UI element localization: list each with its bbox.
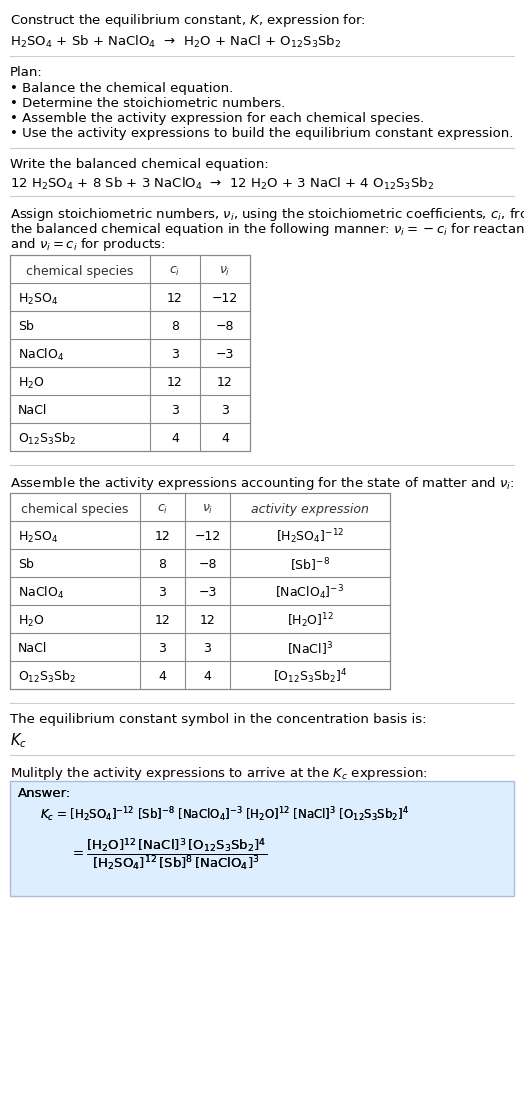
FancyBboxPatch shape (10, 493, 390, 689)
Text: Sb: Sb (18, 321, 34, 333)
Text: Assemble the activity expressions accounting for the state of matter and $\nu_i$: Assemble the activity expressions accoun… (10, 475, 515, 492)
Text: • Balance the chemical equation.: • Balance the chemical equation. (10, 82, 233, 95)
Text: the balanced chemical equation in the following manner: $\nu_i = -c_i$ for react: the balanced chemical equation in the fo… (10, 221, 524, 238)
Text: 12: 12 (155, 531, 170, 544)
Text: H$_2$SO$_4$: H$_2$SO$_4$ (18, 291, 58, 307)
Text: H$_2$O: H$_2$O (18, 613, 45, 629)
Text: chemical species: chemical species (21, 503, 129, 515)
Text: O$_{12}$S$_3$Sb$_2$: O$_{12}$S$_3$Sb$_2$ (18, 431, 76, 447)
Text: 8: 8 (171, 321, 179, 333)
Text: $= \dfrac{[\mathrm{H_2O}]^{12}\,[\mathrm{NaCl}]^3\,[\mathrm{O_{12}S_3Sb_2}]^4}{[: $= \dfrac{[\mathrm{H_2O}]^{12}\,[\mathrm… (70, 837, 267, 874)
Text: and $\nu_i = c_i$ for products:: and $\nu_i = c_i$ for products: (10, 236, 166, 253)
Text: • Determine the stoichiometric numbers.: • Determine the stoichiometric numbers. (10, 97, 285, 110)
Text: Mulitply the activity expressions to arrive at the $K_c$ expression:: Mulitply the activity expressions to arr… (10, 765, 428, 782)
Text: −3: −3 (198, 587, 217, 600)
Text: Construct the equilibrium constant, $K$, expression for:: Construct the equilibrium constant, $K$,… (10, 12, 366, 29)
Text: NaClO$_4$: NaClO$_4$ (18, 347, 64, 363)
Text: 8: 8 (158, 558, 167, 571)
Text: [Sb]$^{-8}$: [Sb]$^{-8}$ (290, 556, 330, 574)
Text: 12: 12 (167, 376, 183, 389)
Text: 12 H$_2$SO$_4$ + 8 Sb + 3 NaClO$_4$  →  12 H$_2$O + 3 NaCl + 4 O$_{12}$S$_3$Sb$_: 12 H$_2$SO$_4$ + 8 Sb + 3 NaClO$_4$ → 12… (10, 176, 434, 192)
Text: 3: 3 (171, 349, 179, 362)
Text: −12: −12 (212, 292, 238, 306)
Text: 12: 12 (200, 614, 215, 628)
Text: $K_c$: $K_c$ (10, 731, 27, 750)
Text: NaCl: NaCl (18, 643, 47, 655)
Text: $K_c$ = [H$_2$SO$_4$]$^{-12}$ [Sb]$^{-8}$ [NaClO$_4$]$^{-3}$ [H$_2$O]$^{12}$ [Na: $K_c$ = [H$_2$SO$_4$]$^{-12}$ [Sb]$^{-8}… (40, 805, 409, 824)
Text: 4: 4 (203, 671, 212, 684)
Text: $\nu_i$: $\nu_i$ (202, 503, 213, 515)
Text: NaClO$_4$: NaClO$_4$ (18, 585, 64, 601)
Text: Sb: Sb (18, 558, 34, 571)
Text: H$_2$O: H$_2$O (18, 375, 45, 390)
Text: 3: 3 (159, 643, 167, 655)
Text: O$_{12}$S$_3$Sb$_2$: O$_{12}$S$_3$Sb$_2$ (18, 668, 76, 685)
Text: Assign stoichiometric numbers, $\nu_i$, using the stoichiometric coefficients, $: Assign stoichiometric numbers, $\nu_i$, … (10, 206, 524, 223)
Text: 3: 3 (221, 405, 229, 418)
Text: 3: 3 (171, 405, 179, 418)
Text: activity expression: activity expression (251, 503, 369, 515)
Text: [H$_2$O]$^{12}$: [H$_2$O]$^{12}$ (287, 612, 333, 630)
Text: $K_c$ = [H$_2$SO$_4$]$^{-12}$ [Sb]$^{-8}$ [NaClO$_4$]$^{-3}$ [H$_2$O]$^{12}$ [Na: $K_c$ = [H$_2$SO$_4$]$^{-12}$ [Sb]$^{-8}… (40, 805, 409, 824)
Text: chemical species: chemical species (26, 265, 134, 278)
FancyBboxPatch shape (10, 781, 514, 896)
Text: H$_2$SO$_4$ + Sb + NaClO$_4$  →  H$_2$O + NaCl + O$_{12}$S$_3$Sb$_2$: H$_2$SO$_4$ + Sb + NaClO$_4$ → H$_2$O + … (10, 34, 341, 50)
Text: Write the balanced chemical equation:: Write the balanced chemical equation: (10, 158, 269, 171)
Text: 12: 12 (167, 292, 183, 306)
Text: 12: 12 (155, 614, 170, 628)
Text: H$_2$SO$_4$: H$_2$SO$_4$ (18, 529, 58, 545)
Text: NaCl: NaCl (18, 405, 47, 418)
Text: [O$_{12}$S$_3$Sb$_2$]$^4$: [O$_{12}$S$_3$Sb$_2$]$^4$ (273, 667, 347, 686)
Text: $= \dfrac{[\mathrm{H_2O}]^{12}\,[\mathrm{NaCl}]^3\,[\mathrm{O_{12}S_3Sb_2}]^4}{[: $= \dfrac{[\mathrm{H_2O}]^{12}\,[\mathrm… (70, 837, 267, 874)
FancyBboxPatch shape (10, 255, 250, 451)
Text: Answer:: Answer: (18, 788, 71, 800)
Text: • Use the activity expressions to build the equilibrium constant expression.: • Use the activity expressions to build … (10, 127, 514, 140)
Text: The equilibrium constant symbol in the concentration basis is:: The equilibrium constant symbol in the c… (10, 713, 427, 726)
Text: Plan:: Plan: (10, 66, 43, 79)
Text: 4: 4 (159, 671, 167, 684)
Text: −8: −8 (198, 558, 217, 571)
Text: [NaCl]$^3$: [NaCl]$^3$ (287, 640, 333, 657)
Text: 12: 12 (217, 376, 233, 389)
Text: [NaClO$_4$]$^{-3}$: [NaClO$_4$]$^{-3}$ (276, 583, 345, 602)
Text: • Assemble the activity expression for each chemical species.: • Assemble the activity expression for e… (10, 113, 424, 125)
Text: $\nu_i$: $\nu_i$ (220, 265, 231, 278)
Text: Answer:: Answer: (18, 788, 71, 800)
Text: −3: −3 (216, 349, 234, 362)
Text: −12: −12 (194, 531, 221, 544)
Text: 4: 4 (221, 432, 229, 446)
Text: −8: −8 (216, 321, 234, 333)
Text: $c_i$: $c_i$ (157, 503, 168, 515)
Text: 3: 3 (203, 643, 212, 655)
Text: $c_i$: $c_i$ (169, 265, 181, 278)
Text: 3: 3 (159, 587, 167, 600)
Text: [H$_2$SO$_4$]$^{-12}$: [H$_2$SO$_4$]$^{-12}$ (276, 527, 344, 546)
Text: 4: 4 (171, 432, 179, 446)
